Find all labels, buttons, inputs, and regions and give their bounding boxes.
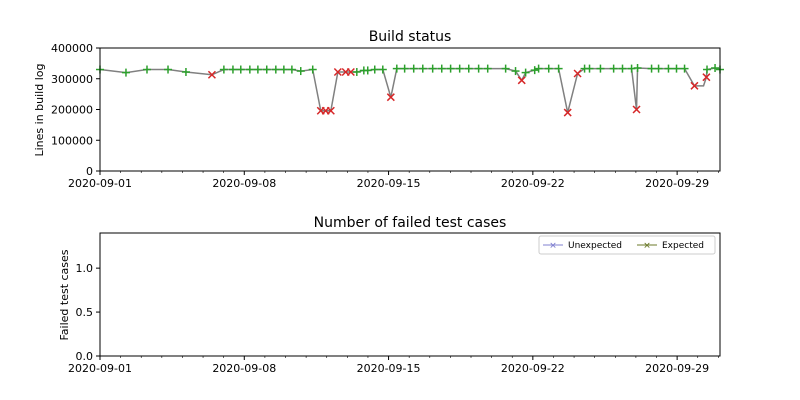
chart-title: Number of failed test cases: [314, 215, 507, 231]
fail-marker: [386, 93, 395, 102]
x-tick-label: 2020-09-29: [645, 362, 709, 375]
fail-marker: [690, 81, 699, 90]
fail-marker: [632, 105, 641, 114]
fail-marker: [207, 70, 216, 79]
x-tick-label: 2020-09-22: [501, 177, 565, 190]
plot-frame: [99, 232, 721, 357]
y-tick-label: 0.0: [76, 350, 94, 363]
y-tick-label: 0: [86, 165, 93, 178]
legend: ✕ Unexpected ✕ Expected: [538, 235, 716, 255]
fail-marker: [563, 108, 572, 117]
y-tick-label: 300000: [51, 73, 93, 86]
x-tick-label: 2020-09-01: [68, 362, 132, 375]
chart-title: Build status: [369, 29, 452, 45]
fail-marker: [326, 106, 335, 115]
plot-frame: [99, 47, 721, 172]
y-axis-label: Failed test cases: [58, 249, 71, 340]
x-tick-label: 2020-09-08: [212, 177, 276, 190]
y-tick-label: 200000: [51, 104, 93, 117]
legend-expected-label: Expected: [662, 241, 704, 251]
x-tick-label: 2020-09-22: [501, 362, 565, 375]
x-tick-label: 2020-09-29: [645, 177, 709, 190]
legend-unexpected-marker: ✕: [549, 242, 557, 252]
x-tick-label: 2020-09-15: [357, 362, 421, 375]
y-tick-label: 0.5: [76, 306, 94, 319]
build-status-chart: Build status Lines in build log 2020-09-…: [33, 29, 724, 190]
x-tick-label: 2020-09-01: [68, 177, 132, 190]
build-log-line: [99, 67, 721, 113]
fail-marker: [702, 73, 711, 82]
failed-tests-chart: Number of failed test cases Failed test …: [58, 215, 721, 375]
y-tick-label: 400000: [51, 42, 93, 55]
y-tick-label: 1.0: [76, 262, 94, 275]
fail-marker: [346, 67, 355, 77]
fail-marker: [573, 69, 582, 78]
fail-marker: [333, 67, 342, 77]
legend-expected-marker: ✕: [643, 242, 651, 252]
y-tick-label: 100000: [51, 134, 93, 147]
y-axis-label: Lines in build log: [33, 64, 46, 157]
fail-marker: [517, 76, 526, 85]
x-tick-label: 2020-09-15: [357, 177, 421, 190]
legend-unexpected-label: Unexpected: [568, 241, 622, 251]
x-tick-label: 2020-09-08: [212, 362, 276, 375]
